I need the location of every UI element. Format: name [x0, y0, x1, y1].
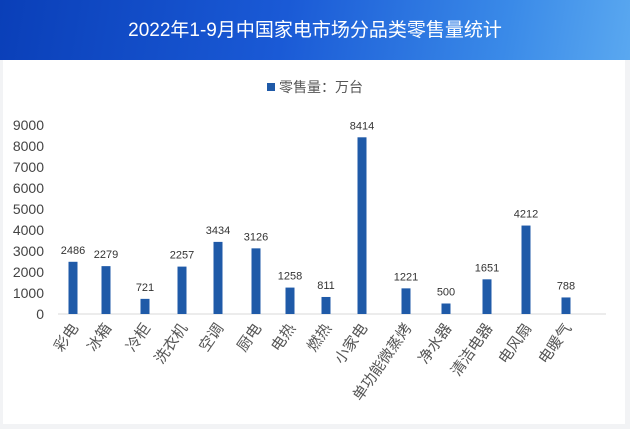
y-tick-label: 2000	[13, 264, 44, 280]
page-title: 2022年1-9月中国家电市场分品类零售量统计	[128, 20, 502, 41]
data-label: 3126	[244, 231, 268, 243]
data-label: 500	[437, 287, 455, 299]
bar	[101, 266, 111, 314]
data-label: 721	[136, 282, 154, 294]
bar	[68, 261, 78, 314]
data-label: 811	[317, 280, 335, 292]
data-label: 788	[557, 280, 575, 292]
x-tick-label: 空调	[195, 320, 227, 355]
bar	[140, 298, 150, 314]
bar	[251, 248, 261, 314]
data-label: 1651	[475, 262, 499, 274]
y-tick-label: 3000	[13, 243, 44, 259]
x-tick-label: 燃热	[303, 320, 335, 355]
data-label: 8414	[350, 120, 374, 132]
y-tick-label: 9000	[13, 117, 44, 133]
y-tick-label: 6000	[13, 180, 44, 196]
y-tick-label: 5000	[13, 201, 44, 217]
data-label: 2279	[94, 249, 118, 261]
legend: 零售量：万台	[0, 77, 630, 97]
bar	[561, 297, 571, 314]
legend-swatch	[267, 83, 275, 91]
header-banner	[0, 0, 630, 60]
bar	[401, 288, 411, 314]
bar	[213, 241, 223, 314]
x-tick-label: 电热	[267, 320, 299, 355]
bar	[482, 279, 492, 314]
x-tick-label: 冰箱	[83, 320, 115, 355]
data-label: 3434	[206, 225, 230, 237]
x-tick-label: 净水器	[415, 320, 456, 367]
data-label: 4212	[514, 209, 538, 221]
y-tick-label: 8000	[13, 138, 44, 154]
x-tick-label: 电风扇	[495, 320, 536, 367]
bar	[357, 137, 367, 314]
data-label: 2257	[170, 250, 194, 262]
x-tick-label: 小家电	[331, 320, 372, 367]
bar	[177, 266, 187, 314]
x-tick-label: 洗衣机	[151, 320, 192, 367]
x-tick-label: 电暖气	[535, 320, 576, 367]
legend-label: 零售量：万台	[279, 80, 363, 96]
data-label: 2486	[61, 245, 85, 257]
y-tick-label: 7000	[13, 159, 44, 175]
data-label: 1221	[394, 271, 418, 283]
bar	[441, 303, 451, 314]
bar	[521, 225, 531, 314]
x-tick-label: 彩电	[50, 320, 82, 355]
x-tick-label: 厨电	[233, 320, 265, 355]
x-tick-label: 清洁电器	[447, 320, 496, 379]
data-label: 1258	[278, 271, 302, 283]
y-tick-label: 0	[36, 306, 44, 322]
y-tick-label: 4000	[13, 222, 44, 238]
x-tick-label: 冷柜	[122, 320, 154, 355]
bar	[285, 287, 295, 314]
chart-panel	[3, 60, 625, 424]
bar	[321, 296, 331, 314]
y-tick-label: 1000	[13, 285, 44, 301]
